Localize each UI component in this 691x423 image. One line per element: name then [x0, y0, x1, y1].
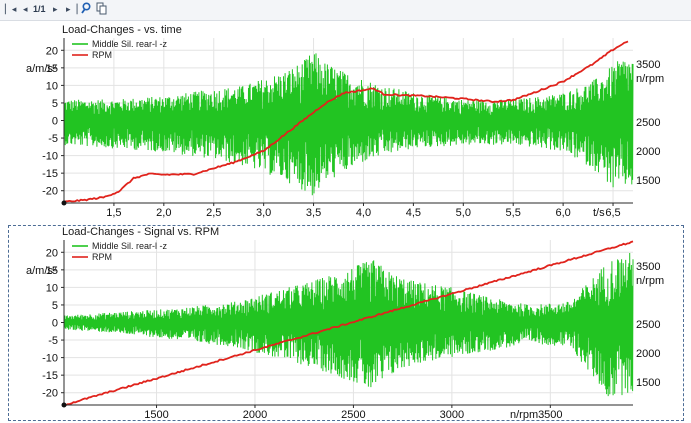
y-tick-label-left: -5 — [48, 133, 58, 145]
first-page-icon[interactable]: ▏◂ — [5, 4, 17, 14]
legend-entry: Middle Sil. rear-l -z — [92, 39, 168, 49]
x-tick-label: 1,5 — [106, 207, 121, 219]
y-tick-label-left: -15 — [42, 168, 58, 180]
legend-entry: Middle Sil. rear-l -z — [92, 241, 168, 251]
y-tick-label-left: 15 — [46, 63, 58, 75]
x-tick-label: 3000 — [440, 409, 464, 421]
y-tick-label-left: 10 — [46, 80, 58, 92]
y-tick-label-left: 5 — [52, 98, 58, 110]
y-axis-label-left: a/m/s² — [26, 63, 57, 75]
x-tick-label: 4,5 — [406, 207, 421, 219]
y-tick-label-right: 1500 — [636, 377, 660, 389]
x-tick-label: 2500 — [341, 409, 365, 421]
x-tick-label: 2000 — [243, 409, 267, 421]
chart-title: Load-Changes - Signal vs. RPM — [62, 226, 219, 238]
y-tick-label-left: 20 — [46, 45, 58, 57]
y-axis-label-left: a/m/s² — [26, 265, 57, 277]
y-tick-label-right: 2000 — [636, 348, 660, 360]
x-tick-label: 6,5 — [605, 207, 620, 219]
x-tick-label: 6,0 — [555, 207, 570, 219]
x-axis-label: n/rpm — [510, 409, 538, 421]
y-tick-label-right: 2500 — [636, 319, 660, 331]
y-tick-label-right: 1500 — [636, 175, 660, 187]
chart-time: Load-Changes - vs. time 20 15 10 5 0 -5 -10 -15 -… — [26, 24, 664, 219]
y-tick-label-right: 3500 — [636, 261, 660, 273]
y-tick-label-left: 15 — [46, 265, 58, 277]
axis-origin-marker — [61, 402, 67, 408]
x-tick-label: 2,5 — [206, 207, 221, 219]
x-axis-label: t/s — [593, 207, 605, 219]
y-tick-label-left: -20 — [42, 186, 58, 198]
y-tick-label-left: 20 — [46, 247, 58, 259]
chart-title: Load-Changes - vs. time — [62, 24, 182, 36]
x-tick-label: 4,0 — [356, 207, 371, 219]
y-tick-label-right: 2000 — [636, 146, 660, 158]
legend-entry: RPM — [92, 50, 112, 60]
page-indicator: 1/1 — [33, 4, 46, 14]
y-tick-label-left: 0 — [52, 116, 58, 128]
signal-series-line — [63, 252, 634, 397]
y-tick-label-left: -15 — [42, 370, 58, 382]
rpm-series-line — [63, 40, 629, 203]
toolbar: ▏◂ ◂ 1/1 ▸ ▸▕ — [0, 0, 691, 21]
rpm-series-line — [63, 240, 634, 407]
y-tick-label-left: 10 — [46, 282, 58, 294]
y-tick-label-right: 3500 — [636, 59, 660, 71]
signal-series-line — [63, 53, 634, 196]
x-tick-label: 5,0 — [456, 207, 471, 219]
axis-origin-marker — [61, 200, 67, 206]
next-page-icon[interactable]: ▸ — [53, 4, 58, 14]
last-page-icon[interactable]: ▸▕ — [66, 4, 78, 14]
y-tick-label-left: -5 — [48, 335, 58, 347]
x-tick-label: 3,5 — [306, 207, 321, 219]
x-tick-label: 3500 — [538, 409, 562, 421]
chart-rpm: Load-Changes - Signal vs. RPM 20 15 10 5 0 -5 -… — [26, 226, 664, 421]
y-axis-label-right: n/rpm — [636, 275, 664, 287]
x-tick-label: 3,0 — [256, 207, 271, 219]
y-tick-label-left: -20 — [42, 388, 58, 400]
y-tick-label-left: -10 — [42, 353, 58, 365]
legend-entry: RPM — [92, 252, 112, 262]
y-axis-label-right: n/rpm — [636, 73, 664, 85]
copy-icon[interactable] — [96, 2, 107, 19]
y-tick-label-left: 0 — [52, 318, 58, 330]
x-tick-label: 2,0 — [156, 207, 171, 219]
y-tick-label-left: 5 — [52, 300, 58, 312]
x-tick-label: 5,5 — [506, 207, 521, 219]
zoom-icon[interactable] — [81, 2, 92, 19]
previous-page-icon[interactable]: ◂ — [23, 4, 28, 14]
y-tick-label-right: 2500 — [636, 117, 660, 129]
y-tick-label-left: -10 — [42, 151, 58, 163]
x-tick-label: 1500 — [144, 409, 168, 421]
